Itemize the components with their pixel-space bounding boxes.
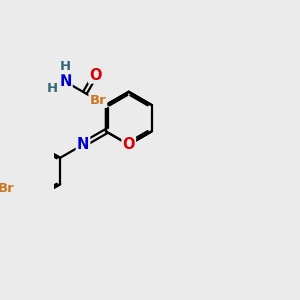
Text: Br: Br: [0, 182, 15, 195]
Text: H: H: [47, 82, 58, 95]
Text: N: N: [77, 137, 89, 152]
Text: N: N: [59, 74, 72, 89]
Text: H: H: [59, 60, 70, 73]
Text: O: O: [122, 137, 135, 152]
Text: Br: Br: [89, 94, 106, 107]
Text: O: O: [89, 68, 101, 82]
